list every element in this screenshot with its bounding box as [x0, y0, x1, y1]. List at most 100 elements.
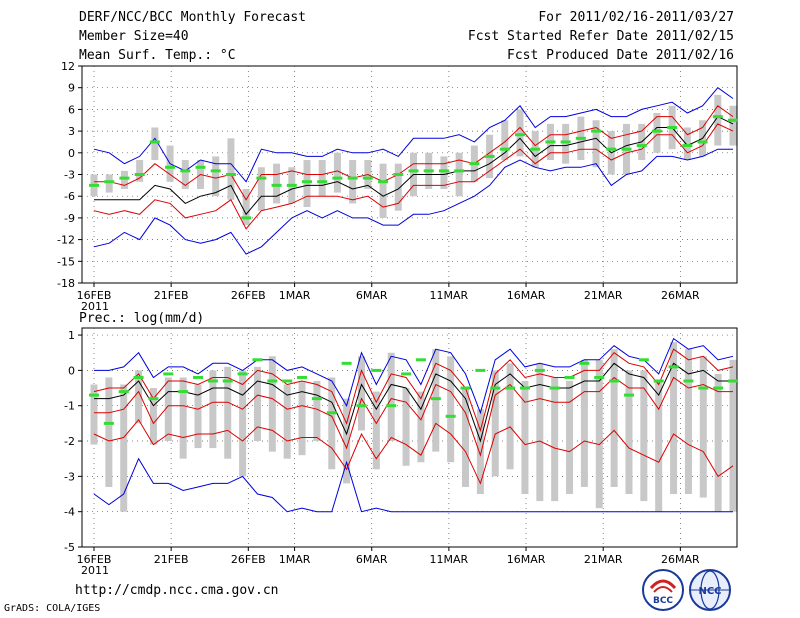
plot-frame-1	[81, 327, 738, 548]
y-tick-label: 0	[68, 147, 75, 160]
spread-box	[179, 377, 187, 459]
marker-dash	[378, 180, 389, 184]
marker-dash	[713, 386, 724, 390]
spread-box	[333, 152, 341, 193]
marker-dash	[621, 147, 632, 151]
marker-dash	[341, 361, 352, 365]
marker-dash	[103, 421, 114, 425]
marker-dash	[210, 169, 221, 173]
y-tick-label: 0	[68, 364, 75, 377]
x-tick-label: 6MAR	[356, 553, 388, 566]
spread-box	[714, 94, 722, 146]
spread-box	[135, 370, 143, 424]
spread-box	[610, 349, 618, 487]
plot-frame-0	[81, 65, 738, 284]
spread-box	[387, 352, 395, 442]
x-tick-label: 16MAR	[507, 289, 546, 302]
bcc-logo: BCC	[642, 569, 684, 611]
marker-dash	[728, 118, 738, 122]
y-tick-label: -5	[64, 541, 75, 554]
marker-dash	[148, 397, 159, 401]
y-tick-label: 1	[68, 329, 75, 342]
spread-box	[595, 359, 603, 509]
marker-dash	[256, 176, 267, 180]
series-mean-line	[94, 362, 733, 443]
spread-box	[417, 391, 425, 463]
spread-box	[181, 160, 189, 189]
variable-label: Mean Surf. Temp.: °C	[79, 48, 236, 63]
marker-dash	[180, 169, 191, 173]
marker-dash	[225, 173, 236, 176]
marker-dash	[728, 379, 738, 383]
y-tick-label: -3	[64, 169, 75, 182]
marker-dash	[118, 390, 129, 394]
marker-dash	[609, 379, 620, 383]
spread-box	[684, 349, 692, 495]
marker-dash	[165, 165, 176, 169]
spread-box	[592, 120, 600, 168]
series-max-line	[94, 337, 734, 415]
spread-box	[357, 356, 365, 431]
x-tick-label: 6MAR	[356, 289, 388, 302]
series-upper-line	[93, 348, 734, 433]
marker-dash	[89, 183, 99, 187]
spread-box	[318, 160, 326, 197]
spread-box	[379, 163, 387, 218]
series-max-line	[93, 87, 734, 183]
marker-dash	[668, 365, 679, 369]
marker-dash	[408, 169, 419, 173]
spread-box	[105, 377, 113, 487]
marker-dash	[515, 133, 525, 137]
marker-dash	[575, 136, 586, 140]
marker-dash	[356, 404, 367, 408]
x-tick-label: 11MAR	[430, 553, 469, 566]
series-upper-line	[94, 105, 734, 201]
series-lower-line	[93, 123, 734, 230]
marker-dash	[297, 375, 308, 379]
spread-box	[402, 388, 410, 466]
marker-dash	[302, 180, 312, 184]
source-url[interactable]: http://cmdp.ncc.cma.gov.cn	[75, 583, 279, 598]
grads-credit: GrADS: COLA/IGES	[4, 603, 101, 614]
x-tick-label: 16MAR	[507, 553, 546, 566]
marker-dash	[317, 180, 328, 184]
marker-dash	[682, 144, 693, 148]
marker-dash	[237, 372, 248, 376]
spread-box	[136, 160, 144, 182]
spread-box	[536, 363, 544, 502]
series-lower-line	[94, 376, 733, 457]
marker-dash	[564, 375, 575, 379]
chart-title: DERF/NCC/BCC Monthly Forecast	[79, 10, 306, 25]
y-tick-label: -12	[57, 234, 75, 247]
y-tick-label: -1	[64, 400, 75, 413]
spread-box	[516, 109, 524, 157]
spread-box	[209, 370, 217, 449]
marker-dash	[326, 411, 337, 415]
x-tick-label: 21MAR	[584, 289, 623, 302]
spread-box	[653, 113, 661, 153]
marker-dash	[594, 375, 605, 379]
marker-dash	[454, 169, 465, 173]
marker-dash	[207, 379, 218, 383]
marker-dash	[347, 176, 358, 180]
marker-dash	[401, 372, 412, 376]
spread-box	[90, 384, 98, 445]
x-tick-label: 1MAR	[279, 553, 311, 566]
series-min-line	[93, 148, 733, 255]
spread-box	[151, 127, 159, 161]
forecast-produced: Fcst Produced Date 2011/02/16	[507, 48, 734, 63]
marker-dash	[89, 393, 99, 397]
x-tick-label: 21FEB	[154, 289, 189, 302]
marker-dash	[484, 154, 495, 158]
spread-box	[242, 188, 250, 226]
y-tick-label: -3	[64, 470, 75, 483]
spread-box	[699, 356, 707, 498]
marker-dash	[332, 176, 343, 180]
forecast-started: Fcst Started Refer Date 2011/02/15	[467, 29, 734, 44]
marker-dash	[386, 404, 397, 408]
marker-dash	[371, 368, 382, 372]
spread-box	[313, 380, 321, 442]
marker-dash	[534, 368, 545, 372]
spread-box	[462, 388, 470, 487]
